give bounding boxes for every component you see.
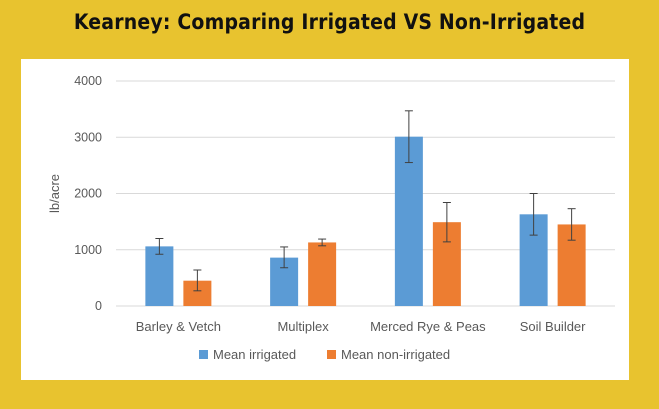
- chart-panel: 0 1000 2000 3000 4000 Barley & Vetch Multiple…: [21, 59, 629, 380]
- bar-non-irrigated: [308, 242, 337, 306]
- x-tick-label: Merced Rye & Peas: [370, 319, 486, 334]
- legend-item: Mean irrigated: [199, 347, 296, 362]
- error-bar: [529, 193, 538, 236]
- bars: [145, 136, 586, 306]
- error-bar: [442, 202, 451, 243]
- legend-label: Mean non-irrigated: [341, 347, 450, 362]
- x-tick-label: Soil Builder: [520, 319, 586, 334]
- error-bars: [155, 110, 576, 292]
- error-bar: [404, 110, 413, 164]
- bar-chart: 0 1000 2000 3000 4000 Barley & Vetch Multiple…: [47, 74, 615, 362]
- y-tick-label: 2000: [74, 187, 102, 201]
- x-tick-label: Barley & Vetch: [136, 319, 221, 334]
- y-tick-label: 3000: [74, 130, 102, 144]
- y-axis-label: lb/acre: [47, 174, 62, 213]
- page-title: Kearney: Comparing Irrigated VS Non-Irri…: [73, 10, 586, 34]
- legend: Mean irrigated Mean non-irrigated: [199, 347, 450, 362]
- error-bar: [280, 246, 289, 269]
- bar-irrigated: [394, 136, 423, 306]
- error-bar: [193, 269, 202, 292]
- legend-item: Mean non-irrigated: [327, 347, 450, 362]
- error-bar: [155, 238, 164, 255]
- y-tick-label: 0: [95, 299, 102, 313]
- x-tick-label: Multiplex: [277, 319, 329, 334]
- y-tick-label: 4000: [74, 74, 102, 88]
- bar-irrigated: [145, 246, 174, 306]
- error-bar: [318, 238, 327, 247]
- y-tick-label: 1000: [74, 243, 102, 257]
- x-axis-ticks: Barley & Vetch Multiplex Merced Rye & Peas…: [136, 319, 586, 334]
- legend-label: Mean irrigated: [213, 347, 296, 362]
- y-axis-ticks: 0 1000 2000 3000 4000: [74, 74, 102, 313]
- legend-swatch: [199, 350, 208, 359]
- error-bar: [567, 208, 576, 241]
- legend-swatch: [327, 350, 336, 359]
